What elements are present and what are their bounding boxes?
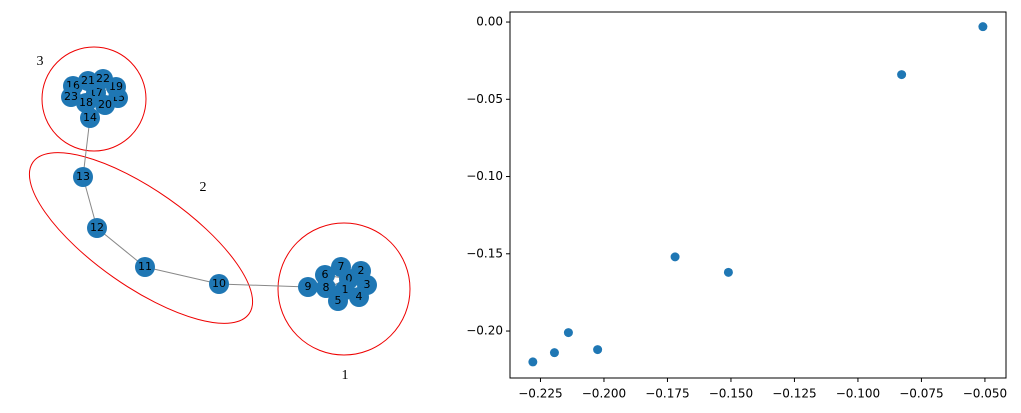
node bbox=[78, 71, 98, 91]
node-label: 13 bbox=[76, 170, 90, 183]
node-label: 20 bbox=[98, 98, 112, 111]
cluster-outline bbox=[28, 152, 254, 324]
node bbox=[331, 257, 351, 277]
node-label: 1 bbox=[342, 283, 349, 296]
node-label: 7 bbox=[338, 260, 345, 273]
plot-frame bbox=[509, 11, 1007, 379]
point bbox=[978, 22, 988, 32]
edge bbox=[144, 266, 220, 285]
scatter-plot: −0.225 −0.200 −0.175 −0.150 −0.125 −0.100 −0.0… bbox=[466, 11, 1007, 401]
x-tick-label: −0.175 bbox=[645, 387, 689, 401]
x-tick-label: −0.050 bbox=[963, 387, 1007, 401]
cluster-label: 3 bbox=[37, 54, 44, 69]
edge bbox=[96, 227, 146, 268]
node-label: 12 bbox=[90, 221, 104, 234]
y-tick-label: −0.15 bbox=[466, 246, 503, 260]
node-label: 3 bbox=[364, 278, 371, 291]
point bbox=[593, 345, 603, 355]
node bbox=[73, 167, 93, 187]
cluster-label: 2 bbox=[200, 180, 207, 195]
cluster-label: 1 bbox=[342, 368, 349, 383]
node-label: 0 bbox=[346, 272, 353, 285]
x-tick-label: −0.200 bbox=[582, 387, 626, 401]
node-label: 9 bbox=[305, 280, 312, 293]
node-label: 22 bbox=[96, 72, 110, 85]
point bbox=[549, 348, 559, 358]
node-label: 23 bbox=[64, 90, 78, 103]
node bbox=[95, 95, 115, 115]
y-tick-label: −0.20 bbox=[466, 324, 503, 338]
x-tick-label: −0.150 bbox=[709, 387, 753, 401]
node bbox=[80, 108, 100, 128]
point bbox=[670, 252, 680, 262]
x-tick-label: −0.125 bbox=[772, 387, 816, 401]
point bbox=[563, 328, 573, 338]
node bbox=[209, 274, 229, 294]
y-tick-label: −0.05 bbox=[466, 92, 503, 106]
point bbox=[897, 70, 907, 80]
node bbox=[298, 277, 318, 297]
x-tick-label: −0.100 bbox=[836, 387, 880, 401]
cluster-outline bbox=[277, 222, 411, 356]
node-label: 10 bbox=[212, 277, 226, 290]
x-tick-label: −0.225 bbox=[518, 387, 562, 401]
network-graph: 1 2 3 0123456789101112131415161718192021… bbox=[28, 46, 411, 383]
node-label: 14 bbox=[83, 111, 97, 124]
x-tick-label: −0.075 bbox=[899, 387, 943, 401]
node-label: 5 bbox=[335, 294, 342, 307]
point bbox=[723, 267, 733, 277]
node-label: 19 bbox=[109, 80, 123, 93]
node-label: 6 bbox=[322, 268, 329, 281]
node-label: 11 bbox=[138, 260, 152, 273]
node bbox=[328, 291, 348, 311]
edge bbox=[218, 283, 309, 288]
node bbox=[76, 93, 96, 113]
cluster-outline bbox=[41, 46, 147, 152]
y-tick-label: 0.00 bbox=[476, 15, 503, 29]
node-label: 18 bbox=[79, 96, 93, 109]
point bbox=[528, 357, 538, 367]
node bbox=[316, 278, 336, 298]
node bbox=[135, 257, 155, 277]
node-label: 2 bbox=[358, 264, 365, 277]
y-tick-label: −0.10 bbox=[466, 169, 503, 183]
node bbox=[87, 218, 107, 238]
node bbox=[93, 69, 113, 89]
node-label: 21 bbox=[81, 74, 95, 87]
node-label: 8 bbox=[323, 281, 330, 294]
node bbox=[61, 87, 81, 107]
node bbox=[349, 287, 369, 307]
node-label: 4 bbox=[356, 290, 363, 303]
